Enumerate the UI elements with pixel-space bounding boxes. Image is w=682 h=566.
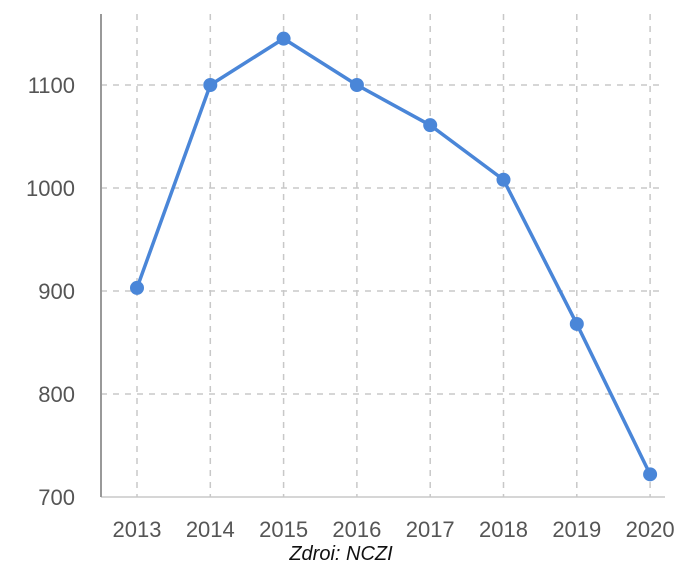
x-tick-label: 2016 [332, 517, 381, 542]
data-point [203, 78, 218, 92]
data-point [349, 78, 364, 92]
data-point [130, 280, 144, 295]
data-point [276, 31, 291, 46]
source-note: Zdroi: NCZI [289, 543, 393, 565]
x-tick-label: 2014 [186, 517, 235, 542]
x-tick-label: 2020 [626, 517, 675, 542]
series-line [135, 36, 652, 476]
x-tick-label: 2019 [552, 517, 601, 542]
y-tick-label: 700 [38, 485, 75, 510]
y-tick-label: 1100 [28, 73, 75, 98]
grid [101, 14, 665, 498]
y-tick-label: 800 [38, 382, 75, 407]
y-tick-label: 1000 [26, 176, 75, 201]
x-ticks: 2013 2014 2015 2016 2017 2018 2019 2020 [113, 517, 675, 542]
x-tick-label: 2017 [406, 517, 455, 542]
x-tick-label: 2013 [113, 517, 162, 542]
data-point [496, 172, 511, 187]
y-tick-label: 900 [38, 279, 75, 304]
data-point [569, 316, 584, 331]
y-ticks: 700 800 900 1000 1100 [26, 73, 75, 510]
series [130, 31, 658, 482]
x-tick-label: 2015 [259, 517, 308, 542]
data-point [423, 118, 438, 133]
x-tick-label: 2018 [479, 517, 528, 542]
data-point [643, 467, 658, 482]
